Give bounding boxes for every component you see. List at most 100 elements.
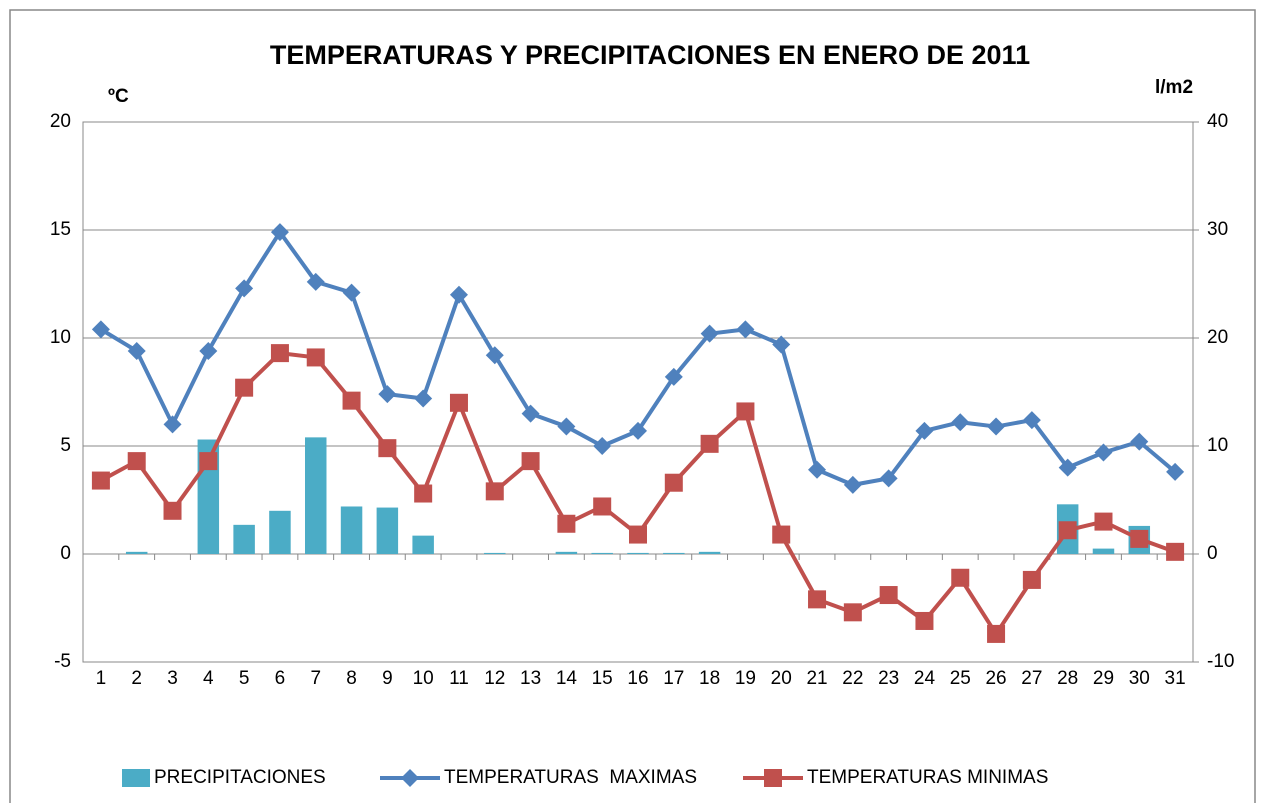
x-tick-label: 17 xyxy=(663,668,684,689)
x-tick-label: 24 xyxy=(914,668,936,689)
marker xyxy=(557,514,576,533)
marker xyxy=(808,460,827,479)
bar xyxy=(663,552,685,554)
x-tick-label: 21 xyxy=(806,668,827,689)
y2-tick-label: -10 xyxy=(1207,651,1234,672)
marker xyxy=(91,320,110,339)
x-tick-label: 16 xyxy=(627,668,648,689)
marker xyxy=(414,389,433,408)
bar xyxy=(376,507,399,554)
marker xyxy=(736,402,755,421)
marker xyxy=(235,378,254,397)
x-tick-label: 18 xyxy=(699,668,720,689)
y2-tick-label: 30 xyxy=(1207,219,1228,240)
legend-marker xyxy=(764,769,782,787)
marker xyxy=(700,434,719,453)
marker xyxy=(808,590,827,609)
marker xyxy=(378,439,397,458)
x-tick-label: 20 xyxy=(771,668,792,689)
x-tick-label: 31 xyxy=(1165,668,1186,689)
y-tick-label: -5 xyxy=(54,651,71,672)
y2-axis-label: l/m2 xyxy=(1155,77,1193,98)
x-tick-label: 26 xyxy=(985,668,1006,689)
marker xyxy=(414,484,433,503)
marker xyxy=(199,452,218,471)
y-axis-label: ºC xyxy=(108,86,129,107)
x-tick-label: 28 xyxy=(1057,668,1078,689)
marker xyxy=(593,437,612,455)
x-tick-label: 14 xyxy=(556,668,578,689)
marker xyxy=(915,611,934,630)
marker xyxy=(843,603,862,622)
marker xyxy=(1130,432,1149,451)
legend-label: TEMPERATURAS MINIMAS xyxy=(807,767,1048,788)
marker xyxy=(127,341,146,360)
x-tick-label: 3 xyxy=(167,668,178,689)
marker xyxy=(629,525,647,544)
x-tick-label: 23 xyxy=(878,668,899,689)
x-tick-label: 27 xyxy=(1021,668,1042,689)
marker xyxy=(270,344,289,363)
marker xyxy=(91,471,110,490)
marker xyxy=(163,501,182,520)
marker xyxy=(557,417,576,436)
bar xyxy=(698,551,721,554)
bar xyxy=(484,552,506,554)
legend-label: TEMPERATURAS MAXIMAS xyxy=(444,767,697,788)
marker xyxy=(664,473,683,492)
marker xyxy=(127,452,146,471)
marker xyxy=(199,341,218,360)
y-tick-label: 0 xyxy=(60,543,71,564)
marker xyxy=(772,335,791,354)
marker xyxy=(664,367,683,386)
marker xyxy=(342,283,361,302)
marker xyxy=(449,393,468,412)
marker xyxy=(1022,570,1041,589)
x-tick-label: 2 xyxy=(131,668,142,689)
marker xyxy=(306,348,325,367)
marker xyxy=(700,324,719,343)
x-tick-label: 13 xyxy=(520,668,541,689)
marker xyxy=(951,413,970,432)
marker xyxy=(951,568,970,587)
chart-title: TEMPERATURAS Y PRECIPITACIONES EN ENERO … xyxy=(270,40,1030,70)
legend-marker xyxy=(401,769,419,787)
y2-tick-label: 0 xyxy=(1207,543,1218,564)
bar xyxy=(340,506,363,554)
marker xyxy=(1094,512,1113,531)
marker xyxy=(1094,443,1113,462)
marker xyxy=(843,475,862,494)
marker xyxy=(915,421,934,440)
marker xyxy=(235,279,254,298)
x-tick-label: 15 xyxy=(592,668,613,689)
bar xyxy=(233,524,255,554)
marker xyxy=(629,421,647,440)
y2-tick-label: 20 xyxy=(1207,327,1228,348)
x-tick-label: 9 xyxy=(382,668,393,689)
marker xyxy=(306,272,325,291)
marker xyxy=(736,320,755,339)
marker xyxy=(987,417,1006,436)
y-tick-label: 15 xyxy=(50,219,71,240)
chart-border xyxy=(9,9,1256,803)
bar xyxy=(125,551,148,554)
marker xyxy=(593,497,612,516)
x-tick-label: 8 xyxy=(346,668,357,689)
marker xyxy=(1166,462,1185,481)
x-tick-label: 5 xyxy=(239,668,250,689)
legend-swatch xyxy=(122,769,150,787)
marker xyxy=(378,385,397,404)
x-tick-label: 29 xyxy=(1093,668,1114,689)
bar xyxy=(627,552,649,554)
x-tick-label: 4 xyxy=(203,668,214,689)
marker xyxy=(521,404,540,423)
bar xyxy=(269,510,291,554)
marker xyxy=(1058,521,1077,540)
bar xyxy=(591,552,613,554)
marker xyxy=(449,285,468,304)
x-tick-label: 30 xyxy=(1129,668,1150,689)
marker xyxy=(521,452,540,471)
y2-tick-label: 40 xyxy=(1207,111,1228,132)
marker xyxy=(772,525,791,544)
